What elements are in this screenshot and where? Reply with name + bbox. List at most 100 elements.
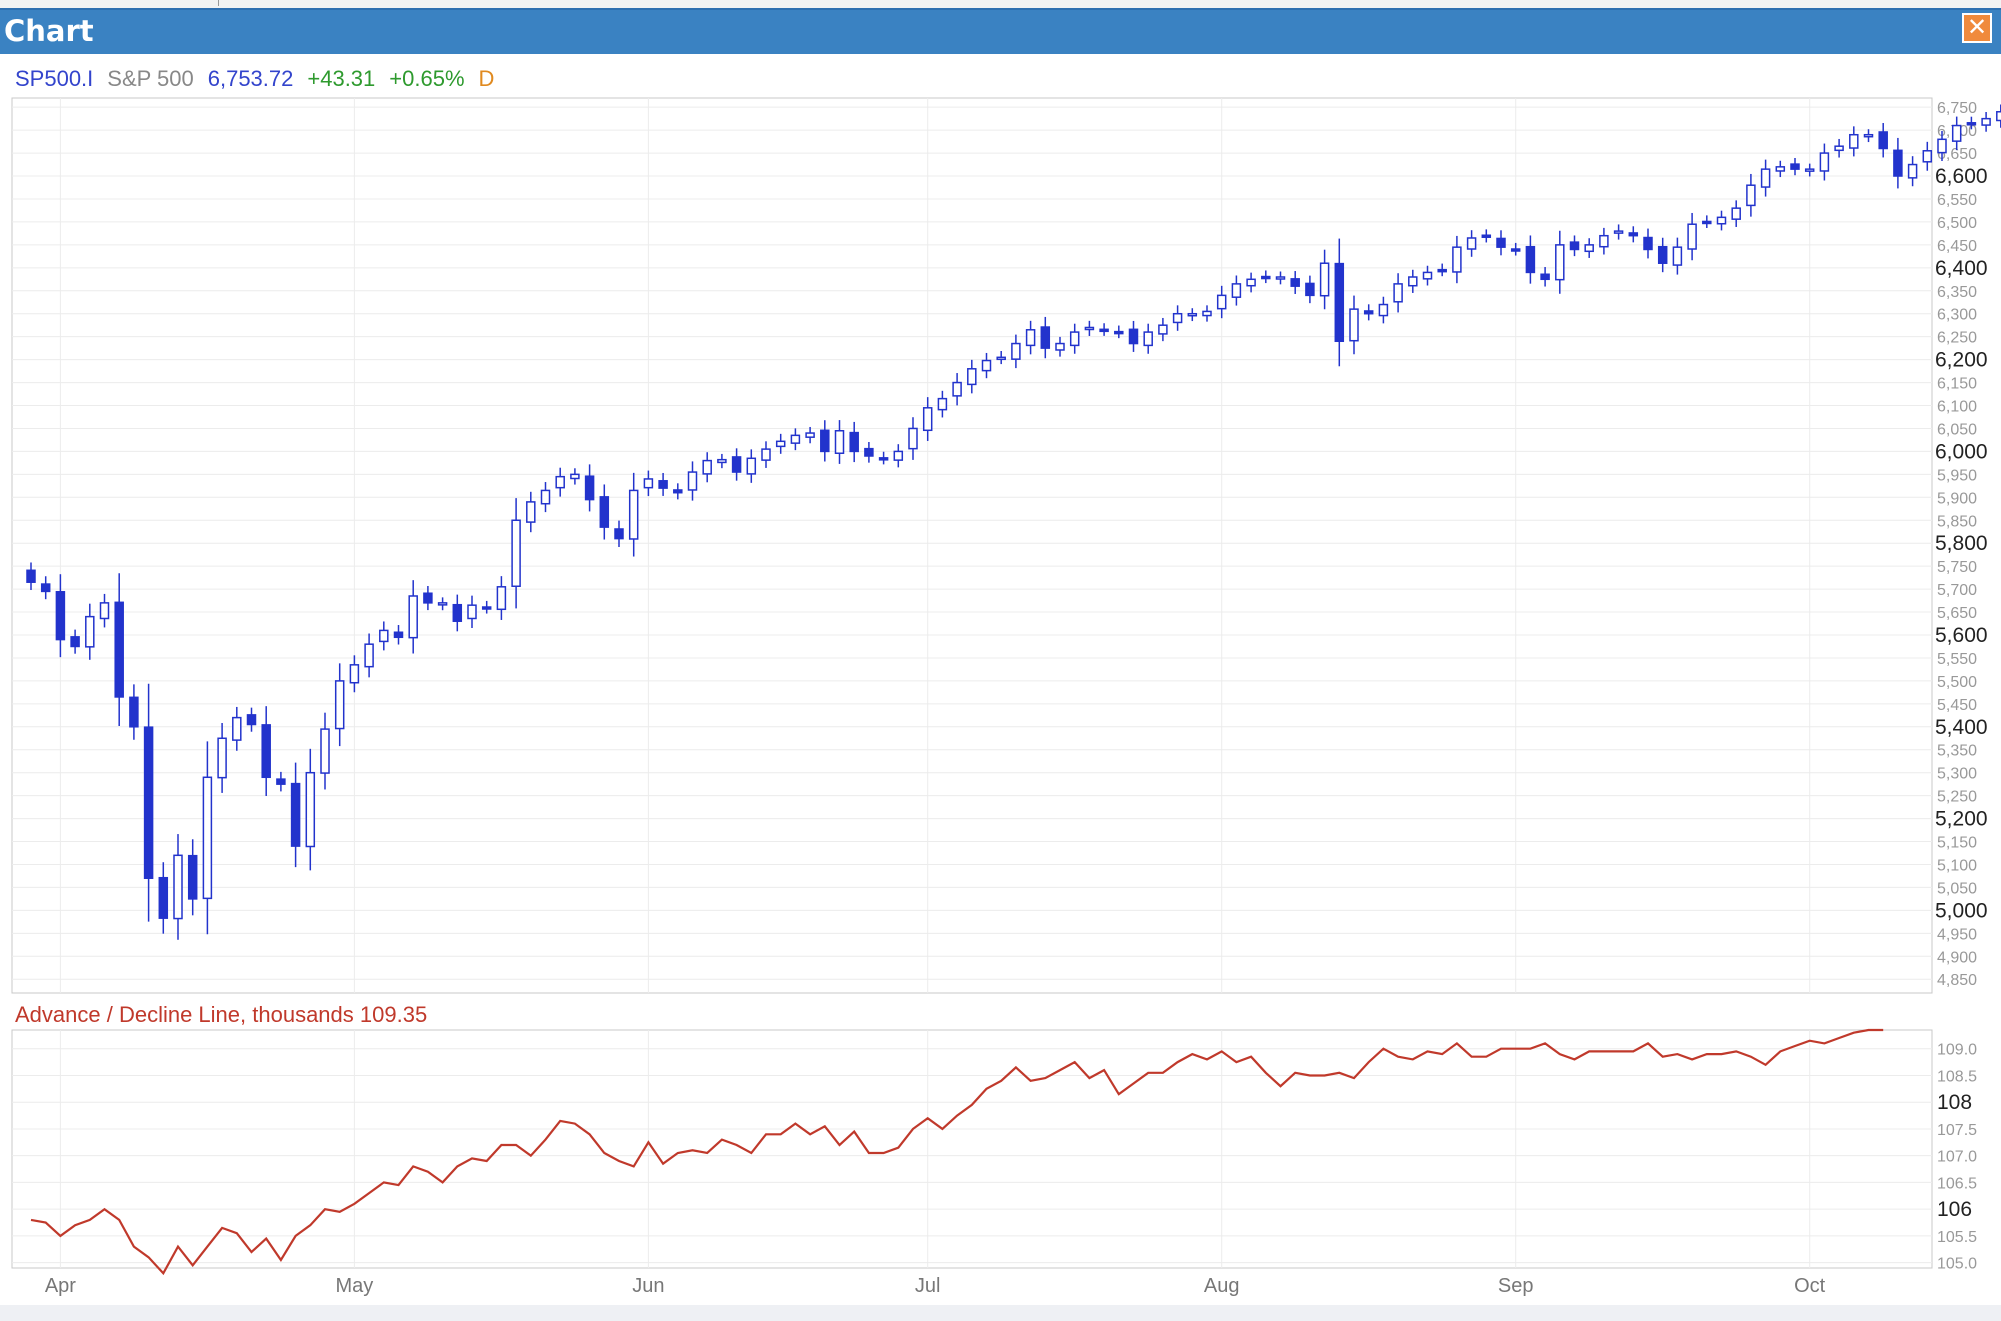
candle-body — [1069, 331, 1080, 347]
candle-body — [614, 528, 624, 540]
price-tick-label: 5,250 — [1937, 789, 1977, 806]
candle-body — [687, 471, 698, 491]
candle-body — [1099, 328, 1109, 333]
candle-body — [1907, 163, 1918, 179]
price-tick-label: 5,750 — [1937, 559, 1977, 576]
candle-body — [437, 602, 448, 606]
ad-tick-label: 107.5 — [1937, 1122, 1977, 1139]
price-tick-label: 5,600 — [1935, 624, 1988, 647]
candle-body — [26, 569, 36, 583]
candle-body — [761, 448, 771, 461]
candle-body — [1025, 329, 1036, 347]
candle-body — [70, 636, 80, 648]
price-tick-label: 5,950 — [1937, 467, 1977, 484]
candle-body — [1731, 207, 1741, 220]
price-tick-label: 6,300 — [1937, 307, 1977, 324]
price-tick-label: 4,950 — [1937, 926, 1977, 943]
candle-body — [1849, 133, 1859, 149]
x-tick-label: Apr — [45, 1275, 76, 1297]
price-tick-label: 5,650 — [1937, 605, 1977, 622]
close-icon: ✕ — [1966, 13, 1988, 41]
candle-body — [423, 592, 433, 604]
candle-body — [1114, 330, 1124, 335]
candle-body — [1393, 283, 1403, 303]
price-tick-label: 5,150 — [1937, 835, 1977, 852]
candle-body — [85, 615, 95, 648]
candle-body — [805, 432, 815, 438]
price-tick-label: 6,400 — [1935, 257, 1988, 280]
ad-series-line — [30, 1028, 1884, 1276]
price-tick-label: 6,500 — [1937, 215, 1977, 232]
quote-symbol[interactable]: SP500.I — [15, 66, 94, 91]
candle-body — [1878, 131, 1888, 150]
candle-body — [1158, 324, 1168, 335]
ad-tick-label: 107.0 — [1937, 1149, 1977, 1166]
candle-body — [526, 501, 536, 523]
candle-body — [1496, 237, 1506, 248]
candle-body — [173, 854, 183, 920]
price-tick-label: 5,200 — [1935, 808, 1988, 831]
candle-body — [496, 586, 507, 611]
candle-body — [1128, 328, 1139, 345]
window-title: Chart — [4, 14, 94, 48]
price-tick-label: 6,250 — [1937, 330, 1977, 347]
price-tick-label: 6,100 — [1937, 399, 1977, 416]
candle-body — [1481, 234, 1492, 238]
quote-period[interactable]: D — [478, 66, 495, 91]
candle-body — [1202, 310, 1212, 317]
candle-body — [467, 604, 477, 620]
candle-body — [1040, 326, 1051, 349]
candle-body — [143, 726, 154, 880]
candle-body — [1319, 262, 1330, 297]
price-pane — [11, 97, 1933, 994]
candle-body — [746, 457, 757, 475]
candle-body — [1760, 168, 1771, 188]
candle-body — [55, 591, 66, 641]
price-tick-label: 5,550 — [1937, 651, 1977, 668]
candle-body — [1569, 241, 1580, 251]
candle-body — [967, 368, 977, 386]
candle-body — [1408, 276, 1418, 287]
price-tick-label: 5,400 — [1935, 716, 1988, 739]
top-strip — [0, 0, 2001, 10]
quote-change-pct: +0.65% — [389, 66, 465, 91]
title-bar: Chart — [0, 10, 2001, 54]
candle-body — [922, 407, 933, 432]
candle-body — [540, 489, 551, 505]
candle-body — [1613, 230, 1624, 234]
close-button[interactable]: ✕ — [1962, 13, 1992, 43]
candle-body — [1084, 326, 1095, 331]
price-tick-label: 5,300 — [1937, 766, 1977, 783]
candle-body — [937, 397, 948, 411]
candle-body — [1349, 308, 1359, 342]
candle-body — [246, 714, 257, 726]
bottom-strip — [0, 1305, 2001, 1321]
price-tick-label: 6,000 — [1935, 440, 1988, 463]
price-tick-label: 5,500 — [1937, 674, 1977, 691]
x-tick-label: Oct — [1794, 1275, 1826, 1297]
candle-body — [1657, 245, 1668, 264]
candle-body — [1452, 246, 1462, 273]
candle-body — [290, 782, 301, 847]
price-tick-label: 5,000 — [1935, 899, 1988, 922]
x-tick-label: May — [336, 1275, 374, 1297]
candle-body — [1334, 262, 1345, 343]
price-tick-label: 6,050 — [1937, 421, 1977, 438]
candle-body — [1687, 223, 1697, 250]
candle-body — [1305, 282, 1315, 297]
candle-body — [408, 595, 418, 639]
price-tick-label: 5,100 — [1937, 857, 1977, 874]
ad-tick-label: 109.0 — [1937, 1042, 1977, 1059]
candle-body — [1510, 248, 1521, 252]
candle-body — [129, 696, 139, 728]
price-tick-label: 4,900 — [1937, 949, 1977, 966]
candle-body — [1775, 166, 1786, 172]
top-strip-divider — [218, 0, 219, 6]
candle-body — [379, 629, 389, 643]
candle-body — [628, 489, 639, 540]
candle-body — [893, 450, 904, 461]
candle-body — [864, 447, 874, 457]
candle-body — [261, 724, 271, 779]
price-tick-label: 6,150 — [1937, 376, 1977, 393]
